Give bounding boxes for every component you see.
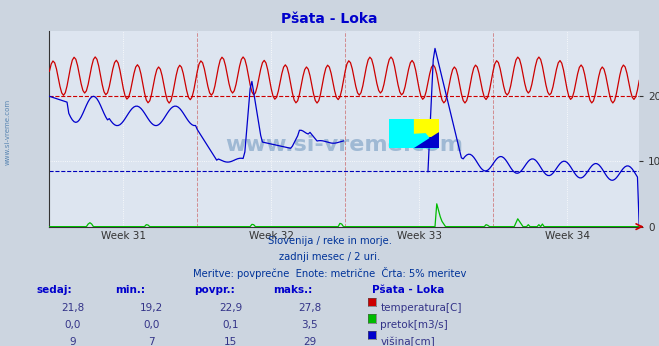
Text: temperatura[C]: temperatura[C] — [380, 303, 462, 313]
Bar — [389, 119, 414, 148]
Polygon shape — [414, 119, 438, 148]
Text: povpr.:: povpr.: — [194, 285, 235, 295]
Text: 3,5: 3,5 — [301, 320, 318, 330]
Text: 0,1: 0,1 — [222, 320, 239, 330]
Text: 27,8: 27,8 — [298, 303, 322, 313]
Text: višina[cm]: višina[cm] — [380, 337, 435, 346]
Text: 0,0: 0,0 — [144, 320, 159, 330]
Text: sedaj:: sedaj: — [36, 285, 72, 295]
Text: zadnji mesec / 2 uri.: zadnji mesec / 2 uri. — [279, 252, 380, 262]
Text: Slovenija / reke in morje.: Slovenija / reke in morje. — [268, 236, 391, 246]
Bar — [414, 119, 438, 137]
Text: 21,8: 21,8 — [61, 303, 84, 313]
Polygon shape — [414, 119, 438, 134]
Text: www.si-vreme.com: www.si-vreme.com — [225, 135, 463, 155]
Text: www.si-vreme.com: www.si-vreme.com — [5, 98, 11, 165]
Text: 0,0: 0,0 — [65, 320, 80, 330]
Text: 15: 15 — [224, 337, 237, 346]
Text: maks.:: maks.: — [273, 285, 313, 295]
Text: Meritve: povprečne  Enote: metrične  Črta: 5% meritev: Meritve: povprečne Enote: metrične Črta:… — [193, 267, 466, 279]
Bar — [414, 137, 438, 148]
Text: min.:: min.: — [115, 285, 146, 295]
Text: 29: 29 — [303, 337, 316, 346]
Text: 9: 9 — [69, 337, 76, 346]
Text: Pšata - Loka: Pšata - Loka — [281, 12, 378, 26]
Text: 7: 7 — [148, 337, 155, 346]
Text: 22,9: 22,9 — [219, 303, 243, 313]
Text: 19,2: 19,2 — [140, 303, 163, 313]
Text: pretok[m3/s]: pretok[m3/s] — [380, 320, 448, 330]
Polygon shape — [414, 132, 438, 148]
Text: Pšata - Loka: Pšata - Loka — [372, 285, 445, 295]
